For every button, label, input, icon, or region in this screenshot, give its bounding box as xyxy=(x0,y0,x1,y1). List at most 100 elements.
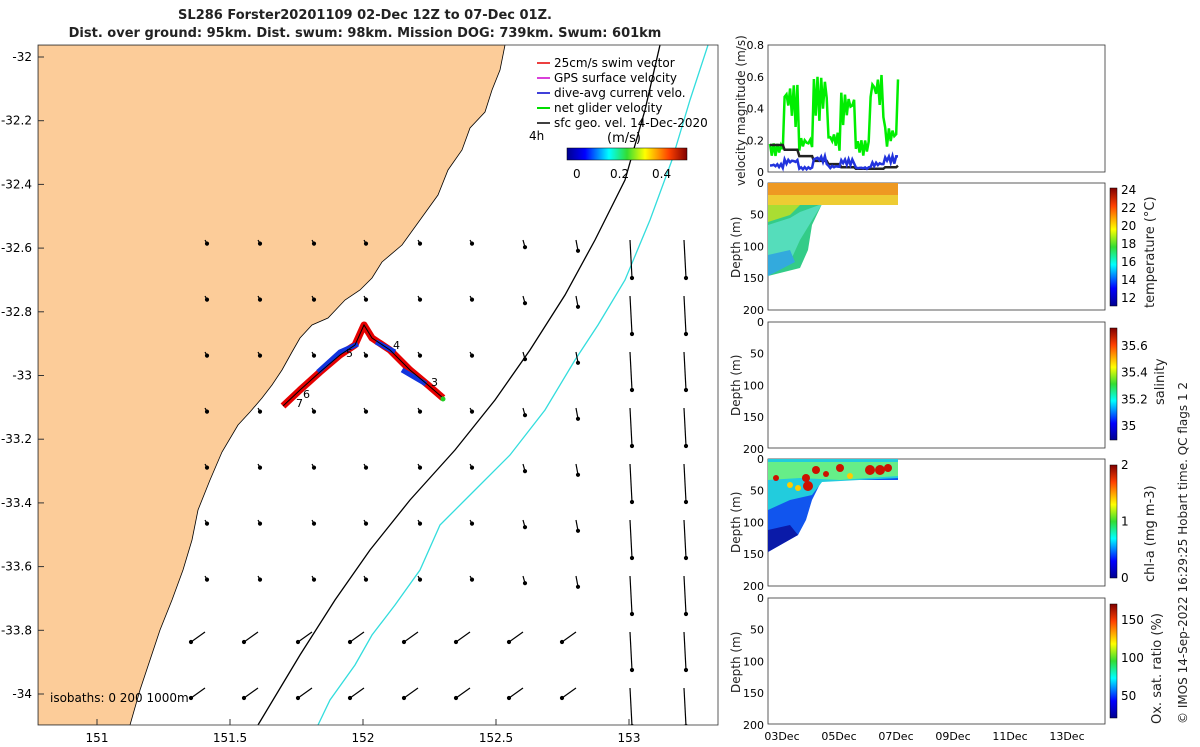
time-tick: 13Dec xyxy=(1049,730,1084,743)
colorbar-unit: (m/s) xyxy=(607,131,641,146)
salinity-colorbar-label: salinity xyxy=(1153,358,1168,405)
temperature-colorbar-label: temperature (°C) xyxy=(1143,196,1158,308)
figure-title-line-2: Dist. over ground: 95km. Dist. swum: 98k… xyxy=(68,26,662,41)
depth-tick: 50 xyxy=(750,209,764,222)
velocity-arrow xyxy=(575,519,581,533)
velocity-arrow xyxy=(522,351,528,362)
depth-tick: 150 xyxy=(743,687,764,700)
depth-tick: 200 xyxy=(743,443,764,456)
lat-tick-label: -34 xyxy=(12,687,32,701)
velocity-arrow xyxy=(417,351,423,358)
temperature-depth-label: Depth (m) xyxy=(729,216,743,278)
depth-tick: 50 xyxy=(750,348,764,361)
velocity-arrow xyxy=(629,351,635,393)
velocity-arrow xyxy=(683,239,689,281)
track-label-5: 5 xyxy=(346,347,353,360)
chla-depth-label: Depth (m) xyxy=(729,491,743,553)
oxygen-colorbar xyxy=(1109,603,1118,719)
figure-footer: © IMOS 14-Sep-2022 16:29:25 Hobart time.… xyxy=(1176,381,1190,724)
velocity-arrow xyxy=(417,575,423,582)
chla-panel xyxy=(767,458,1118,587)
velocity-arrow xyxy=(629,575,635,617)
lon-tick-label: 152 xyxy=(352,731,375,745)
velocity-arrow xyxy=(559,631,577,645)
oxygen-colorbar-tick: 150 xyxy=(1121,613,1144,627)
legend-net-velocity: net glider velocity xyxy=(554,101,662,115)
lat-tick-label: -32.2 xyxy=(1,114,32,128)
colorbar-tick-0: 0 xyxy=(573,167,581,181)
track-label-7: 7 xyxy=(296,397,303,410)
lat-tick-label: -32.8 xyxy=(1,305,32,319)
velocity-arrow xyxy=(295,631,313,645)
isobath-1000m xyxy=(317,45,709,725)
track-label-6: 6 xyxy=(303,388,310,401)
velocity-axis-label: velocity magnitude (m/s) xyxy=(734,35,748,186)
depth-tick: 50 xyxy=(750,624,764,637)
temperature-colorbar-tick: 22 xyxy=(1121,201,1136,215)
velocity-arrow xyxy=(575,463,581,477)
velocity-arrow xyxy=(188,631,206,645)
velocity-arrow xyxy=(453,687,471,701)
velocity-arrow xyxy=(257,295,263,302)
velocity-arrow xyxy=(311,463,317,470)
velocity-arrow xyxy=(188,687,206,701)
lon-tick-label: 151.5 xyxy=(213,731,247,745)
velocity-arrow xyxy=(241,631,259,645)
velocity-arrow xyxy=(629,295,635,337)
isobaths-label: isobaths: 0 200 1000m xyxy=(50,691,189,705)
velocity-arrow xyxy=(506,687,524,701)
velocity-tick: 0.2 xyxy=(747,134,765,147)
velocity-arrow xyxy=(257,351,263,358)
lat-tick-label: -33 xyxy=(12,369,32,383)
velocity-arrow xyxy=(683,631,689,673)
map-legend: 25cm/s swim vector GPS surface velocity … xyxy=(529,56,708,181)
lon-tick-label: 151 xyxy=(86,731,109,745)
chla-colorbar xyxy=(1109,464,1118,579)
velocity-arrow xyxy=(204,351,210,358)
velocity-arrow xyxy=(241,687,259,701)
depth-tick: 0 xyxy=(757,592,764,605)
velocity-arrow xyxy=(629,239,635,281)
legend-sfc-geo-velocity: sfc geo. vel. 14-Dec-2020 xyxy=(554,116,708,130)
time-tick: 07Dec xyxy=(878,730,913,743)
depth-tick: 0 xyxy=(757,453,764,466)
time-tick: 09Dec xyxy=(935,730,970,743)
speed-colorbar xyxy=(566,147,688,161)
velocity-arrow xyxy=(575,295,581,309)
velocity-arrow xyxy=(257,519,263,526)
velocity-arrow xyxy=(683,351,689,393)
velocity-arrow xyxy=(469,239,475,246)
velocity-tick: 0.4 xyxy=(747,103,765,116)
velocity-arrow xyxy=(363,407,369,414)
temperature-colorbar-tick: 24 xyxy=(1121,183,1136,197)
velocity-arrow xyxy=(522,463,528,474)
velocity-arrow xyxy=(629,519,635,561)
velocity-arrow xyxy=(575,351,581,365)
depth-tick: 200 xyxy=(743,580,764,593)
salinity-depth-label: Depth (m) xyxy=(729,354,743,416)
velocity-arrow xyxy=(204,407,210,414)
temperature-panel xyxy=(767,182,1118,311)
velocity-arrow xyxy=(311,239,317,246)
lat-tick-label: -33.8 xyxy=(1,623,32,637)
salinity-colorbar-tick: 35 xyxy=(1121,419,1136,433)
velocity-arrow xyxy=(311,575,317,582)
velocity-arrow xyxy=(204,463,210,470)
depth-tick: 100 xyxy=(743,516,764,529)
lat-tick-label: -32.6 xyxy=(1,241,32,255)
land-mass xyxy=(38,45,506,725)
salinity-panel xyxy=(767,321,1118,449)
depth-tick: 200 xyxy=(743,719,764,732)
map-frame xyxy=(37,44,719,726)
chla-colorbar-tick: 2 xyxy=(1121,458,1129,472)
velocity-arrow xyxy=(469,407,475,414)
lat-tick-label: -33.2 xyxy=(1,432,32,446)
velocity-arrow xyxy=(311,519,317,526)
depth-tick: 100 xyxy=(743,655,764,668)
velocity-arrow xyxy=(522,239,528,250)
legend-gps-velocity: GPS surface velocity xyxy=(554,71,677,85)
time-tick: 05Dec xyxy=(821,730,856,743)
temperature-colorbar xyxy=(1109,187,1118,307)
depth-tick: 150 xyxy=(743,272,764,285)
